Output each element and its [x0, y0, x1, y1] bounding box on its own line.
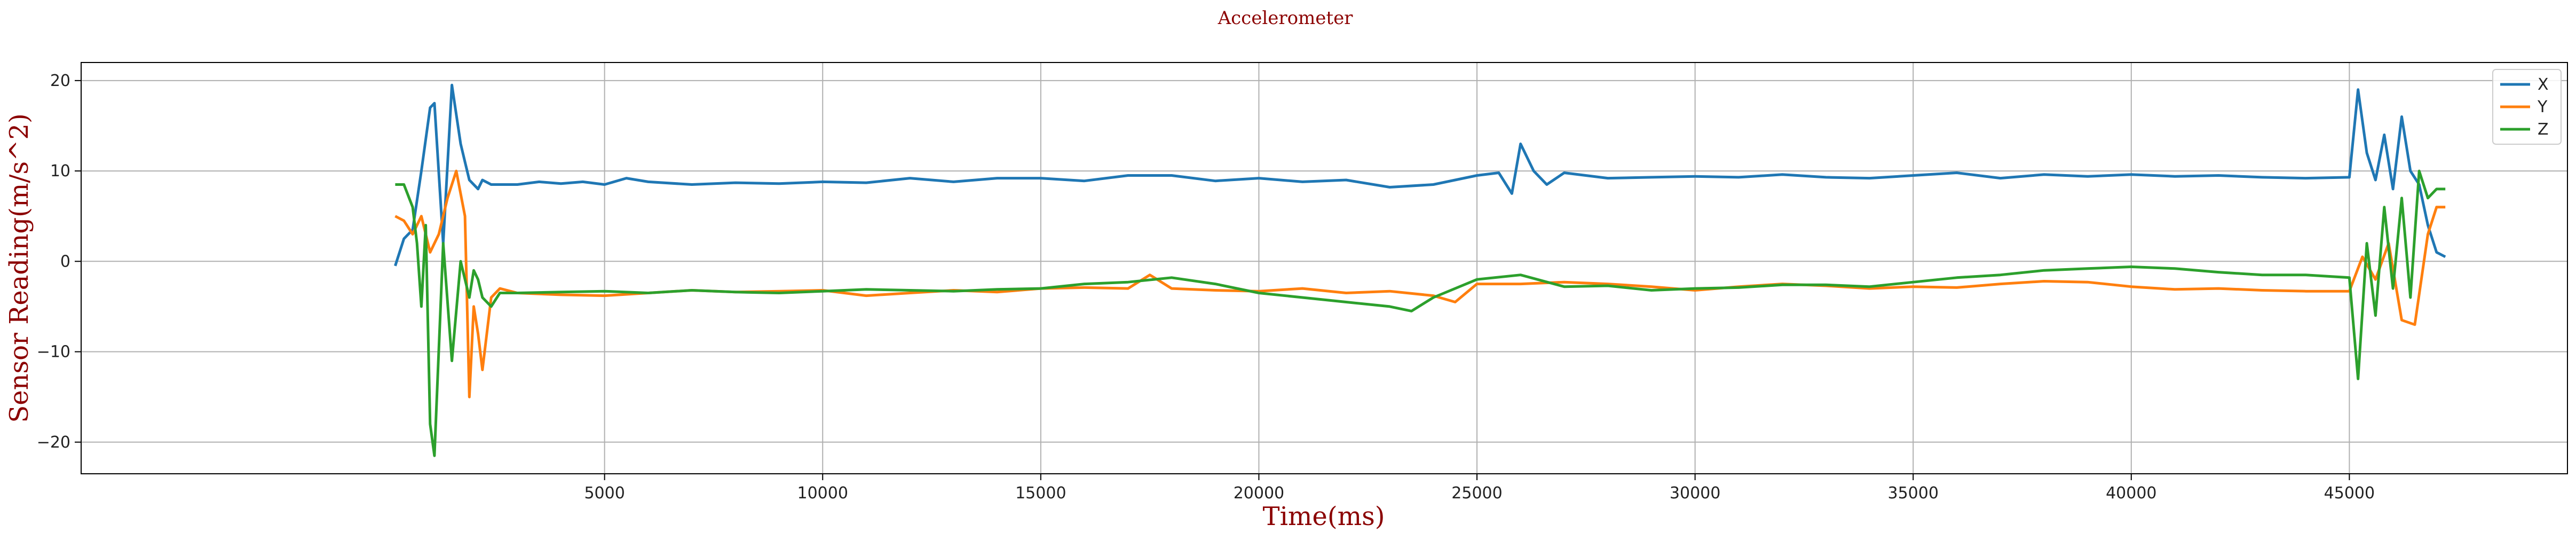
y-tick-label: 10	[50, 162, 70, 181]
series-line-x	[394, 83, 2446, 267]
x-tick-label: 45000	[2324, 484, 2375, 503]
x-tick-label: 35000	[1887, 484, 1938, 503]
x-axis-ticks: 5000 10000 15000 20000 25000 30000 35000 40000 4…	[584, 474, 2375, 503]
x-tick-label: 30000	[1670, 484, 1720, 503]
x-tick-label: 25000	[1451, 484, 1502, 503]
y-tick-label: −20	[37, 433, 70, 452]
x-tick-label: 15000	[1015, 484, 1066, 503]
x-tick-label: 10000	[797, 484, 848, 503]
legend-label: Z	[2538, 120, 2549, 139]
legend-label: X	[2538, 75, 2549, 94]
x-tick-label: 5000	[584, 484, 625, 503]
y-axis-ticks: −20 −10 0 10 20	[37, 72, 81, 452]
y-tick-label: −10	[37, 343, 70, 362]
chart-title: Accelerometer	[1218, 7, 1354, 29]
series-line-z	[395, 169, 2446, 457]
plot-frame	[81, 62, 2568, 474]
series-line-y	[394, 169, 2446, 398]
x-tick-label: 40000	[2106, 484, 2156, 503]
y-axis-label: Sensor Reading(m/s^2)	[4, 113, 34, 422]
y-tick-label: 0	[60, 252, 70, 271]
y-tick-label: 20	[50, 72, 70, 90]
grid-lines	[81, 62, 2567, 474]
x-tick-label: 20000	[1234, 484, 1284, 503]
legend: XYZ	[2492, 69, 2562, 145]
legend-label: Y	[2537, 98, 2548, 116]
x-axis-label: Time(ms)	[1263, 502, 1385, 531]
series-lines	[394, 83, 2446, 457]
